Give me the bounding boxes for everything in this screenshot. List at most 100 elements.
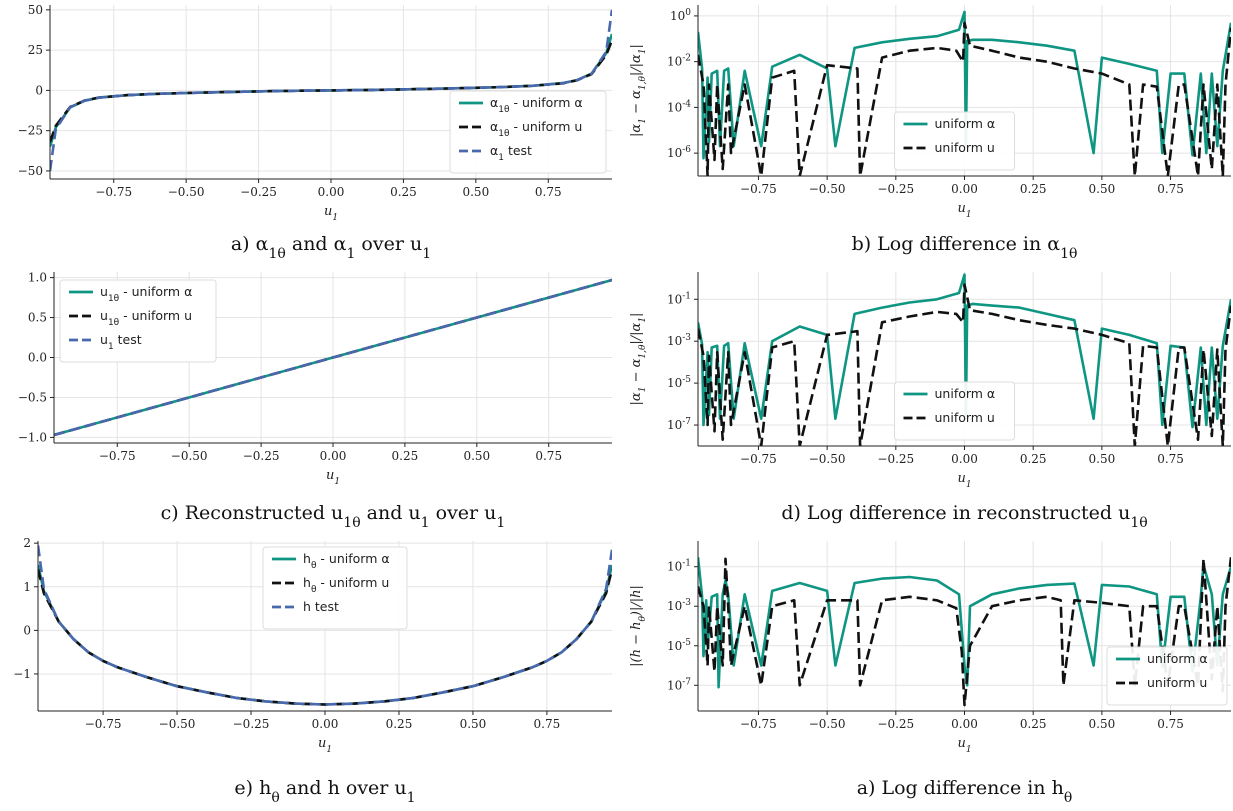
x-tick-label: −0.25 [233,717,270,731]
chart-panel-e: −0.75 −0.50 −0.25 0.00 0.25 0.50 0.75 2 1 0 −1 u1 e)… [13,536,612,806]
y-tick-label: 10-5 [667,375,691,390]
series-line-f-1 [698,557,1231,707]
x-tick-label: −0.25 [877,182,914,196]
panel-caption: a) Log difference in hθ [857,777,1073,806]
y-tick-label: 10-2 [667,54,691,69]
legend-label: uniform α [935,386,996,401]
x-tick-label: 0.75 [1157,717,1184,731]
legend-label: uniform α [1147,651,1208,666]
series-line-e-2 [38,545,612,706]
panel-caption: a) α1θ and α1 over u1 [231,233,431,262]
legend-box [449,90,607,174]
x-tick-label: −0.75 [740,717,777,731]
y-tick-label: 0 [23,623,31,637]
panel-caption: c) Reconstructed u1θ and u1 over u1 [161,502,506,531]
series-line-b-1 [698,21,1231,176]
y-tick-label: 10-6 [667,145,691,160]
legend-label: u1θ - uniform α [100,284,192,304]
x-tick-label: 0.75 [1157,182,1184,196]
panel-caption: e) hθ and h over u1 [234,777,415,806]
x-tick-label: −0.50 [809,182,846,196]
x-tick-label: 0.50 [1089,452,1116,466]
x-axis-label: u1 [326,468,340,487]
x-tick-label: 0.25 [1020,182,1047,196]
y-tick-label: 100 [670,8,691,23]
y-tick-label: −50 [18,164,43,178]
panel-caption: b) Log difference in α1θ [852,233,1078,262]
y-tick-label: 10-3 [667,598,691,613]
x-tick-label: −0.75 [740,182,777,196]
legend-box [1106,646,1228,706]
x-tick-label: 0.75 [1157,452,1184,466]
y-tick-label: −1 [13,667,31,681]
y-tick-label: 25 [28,43,43,57]
x-tick-label: 0.00 [951,717,978,731]
chart-panel-a: −0.75 −0.50 −0.25 0.00 0.25 0.50 0.75 −50 −25 0 25… [18,3,612,262]
legend-box [894,111,1015,171]
x-tick-label: −0.50 [809,717,846,731]
x-axis-label: u1 [324,204,338,223]
series-line-d-1 [698,283,1231,446]
x-tick-label: 0.50 [463,449,490,463]
x-tick-label: 0.25 [1020,452,1047,466]
y-tick-label: 50 [28,3,43,17]
x-tick-label: 0.50 [1089,717,1116,731]
x-tick-label: −0.25 [240,185,277,199]
x-tick-label: 0.00 [318,185,345,199]
x-tick-label: −0.25 [243,449,280,463]
x-tick-label: −0.50 [809,452,846,466]
chart-panel-f: −0.75 −0.50 −0.25 0.00 0.25 0.50 0.75 10-1 10-3 1… [629,541,1231,806]
legend-label: u1θ - uniform u [100,308,192,328]
x-tick-label: 0.50 [1089,182,1116,196]
x-tick-label: 0.00 [951,452,978,466]
series-line-a-2 [50,9,612,172]
series-line-c-2 [54,278,612,437]
y-tick-label: 10-4 [667,99,691,114]
x-tick-label: 0.00 [320,449,347,463]
y-tick-label: 0 [35,83,43,97]
y-tick-label: 10-5 [667,638,691,653]
x-axis-label: u1 [957,471,971,490]
legend: α1θ - uniform α α1θ - uniform u α1 test [449,90,607,174]
x-tick-label: −0.25 [877,452,914,466]
x-tick-label: 0.00 [312,717,339,731]
legend: u1θ - uniform α u1θ - uniform u u1 test [59,279,217,363]
y-tick-label: 10-1 [667,559,691,574]
y-tick-label: 0.5 [28,311,47,325]
legend-label: α1θ - uniform u [490,119,582,139]
chart-panel-b: −0.75 −0.50 −0.25 0.00 0.25 0.50 0.75 100 10-2 10… [629,5,1231,262]
y-axis-label: |α1 − α1,θ|/|α1| [629,313,648,406]
x-tick-label: −0.50 [159,717,196,731]
x-tick-label: −0.75 [95,185,132,199]
x-tick-label: −0.75 [740,452,777,466]
x-tick-label: 0.75 [534,717,561,731]
legend-label: hθ - uniform u [303,575,389,595]
x-tick-label: 0.00 [951,182,978,196]
legend-label: uniform u [935,410,995,425]
legend-label: α1 test [490,143,532,163]
y-tick-label: 1 [23,580,31,594]
y-tick-label: 10-3 [667,333,691,348]
y-tick-label: 10-7 [667,417,691,432]
legend: uniform α uniform u [1106,646,1228,706]
x-tick-label: 0.50 [462,185,489,199]
legend-label: u1 test [100,332,142,352]
y-tick-label: 1.0 [28,271,47,285]
legend-box [894,381,1015,441]
x-tick-label: 0.25 [390,185,417,199]
panel-caption: d) Log difference in reconstructed u1θ [781,502,1147,531]
legend-label: uniform α [935,116,996,131]
y-tick-label: 2 [23,536,31,550]
x-tick-label: −0.50 [168,185,205,199]
x-tick-label: −0.50 [171,449,208,463]
legend-box [59,279,217,363]
series-line-f-0 [698,557,1231,689]
chart-panel-d: −0.75 −0.50 −0.25 0.00 0.25 0.50 0.75 10-1 10-3 1… [629,272,1231,531]
legend-label: uniform u [935,140,995,155]
x-tick-label: −0.25 [877,717,914,731]
y-tick-label: −25 [18,124,43,138]
x-tick-label: 0.25 [386,717,413,731]
x-axis-label: u1 [957,201,971,220]
legend: uniform α uniform u [894,381,1015,441]
